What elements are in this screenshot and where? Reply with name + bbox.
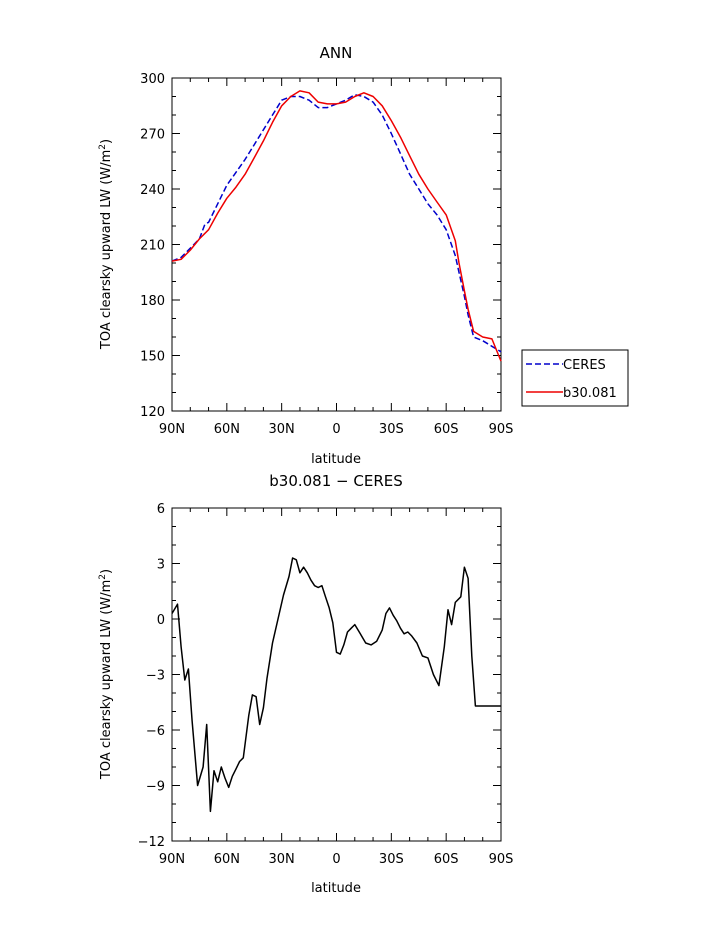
y-tick-label: 150 (140, 350, 165, 365)
bottom-axis-ticks (171, 507, 502, 842)
top-y-axis-label: TOA clearsky upward LW (W/m2) (98, 139, 114, 350)
x-tick-label: 90S (489, 852, 514, 867)
legend-label-ceres: CERES (563, 358, 606, 373)
y-tick-label: −12 (138, 835, 165, 850)
bottom-y-axis-label-close: ) (99, 569, 114, 574)
x-tick-label: 90N (159, 422, 185, 437)
top-x-axis-label: latitude (311, 452, 361, 467)
legend-label-b30: b30.081 (563, 386, 617, 401)
y-tick-label: −3 (146, 669, 165, 684)
bottom-chart-title: b30.081 − CERES (269, 472, 402, 490)
y-tick-label: −9 (146, 780, 165, 795)
series-line-b30-081 (171, 90, 502, 362)
y-tick-label: 6 (157, 502, 165, 517)
y-tick-label: 270 (140, 128, 165, 143)
y-tick-label: 120 (140, 405, 165, 420)
x-tick-label: 0 (332, 422, 340, 437)
x-tick-label: 60S (434, 852, 459, 867)
top-y-axis-label-sup: 2 (98, 144, 108, 150)
bottom-y-axis-label-sup: 2 (98, 574, 108, 580)
y-tick-label: −6 (146, 724, 165, 739)
top-series-lines (171, 90, 502, 362)
series-line-ceres (171, 93, 502, 353)
top-chart-title: ANN (320, 44, 353, 62)
x-tick-label: 30S (379, 422, 404, 437)
y-tick-label: 0 (157, 613, 165, 628)
y-tick-label: 180 (140, 294, 165, 309)
top-x-tick-labels: 90N 60N 30N 0 30S 60S 90S (159, 422, 514, 437)
series-line-difference (171, 557, 501, 813)
x-tick-label: 90N (159, 852, 185, 867)
x-tick-label: 90S (489, 422, 514, 437)
legend-box (521, 349, 629, 407)
bottom-panel: b30.081 − CERES 90N 60N 30N 0 30S 60S 90S −12−… (98, 472, 513, 896)
x-tick-label: 60N (214, 422, 240, 437)
x-tick-label: 60N (214, 852, 240, 867)
legend: CERES b30.081 (521, 349, 629, 407)
top-y-tick-labels: 120 150 180 210 240 270 300 (140, 72, 165, 420)
bottom-plot-frame (171, 507, 502, 842)
y-tick-label: 300 (140, 72, 165, 87)
y-tick-label: 210 (140, 239, 165, 254)
bottom-series-lines (171, 557, 501, 813)
top-y-axis-label-main: TOA clearsky upward LW (W/m (99, 150, 114, 350)
x-tick-label: 0 (332, 852, 340, 867)
x-tick-label: 30N (269, 852, 295, 867)
bottom-y-tick-labels: −12 −9 −6 −3 0 3 6 (138, 502, 165, 850)
x-tick-label: 30S (379, 852, 404, 867)
y-tick-label: 240 (140, 183, 165, 198)
bottom-y-axis-label: TOA clearsky upward LW (W/m2) (98, 569, 114, 780)
bottom-y-axis-label-main: TOA clearsky upward LW (W/m (99, 580, 114, 780)
x-tick-label: 60S (434, 422, 459, 437)
bottom-x-tick-labels: 90N 60N 30N 0 30S 60S 90S (159, 852, 514, 867)
x-tick-label: 30N (269, 422, 295, 437)
top-axis-ticks (171, 77, 502, 412)
y-tick-label: 3 (157, 558, 165, 573)
top-y-axis-label-close: ) (99, 139, 114, 144)
bottom-x-axis-label: latitude (311, 881, 361, 896)
top-panel: ANN 90N 60N 30N 0 30S 60S 90S 120 150 180 210 240 2… (98, 44, 629, 467)
